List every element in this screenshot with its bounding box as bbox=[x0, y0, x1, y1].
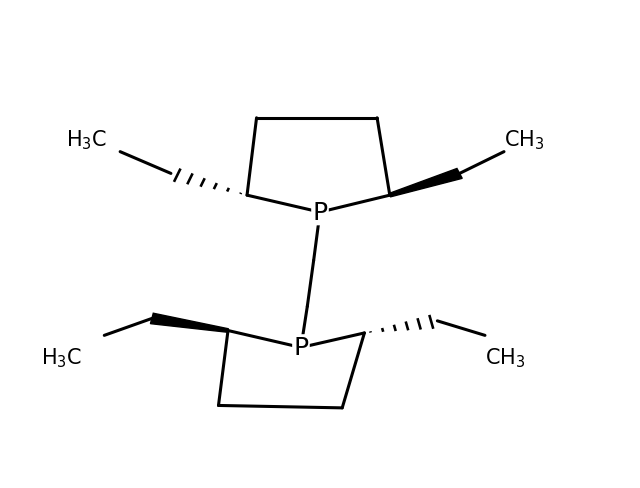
Text: CH$_3$: CH$_3$ bbox=[504, 128, 545, 152]
Text: P: P bbox=[312, 201, 328, 224]
Polygon shape bbox=[389, 169, 462, 197]
Polygon shape bbox=[150, 314, 228, 333]
Text: CH$_3$: CH$_3$ bbox=[485, 346, 525, 369]
Text: P: P bbox=[293, 336, 308, 360]
Text: H$_3$C: H$_3$C bbox=[66, 128, 108, 152]
Text: H$_3$C: H$_3$C bbox=[41, 346, 82, 369]
